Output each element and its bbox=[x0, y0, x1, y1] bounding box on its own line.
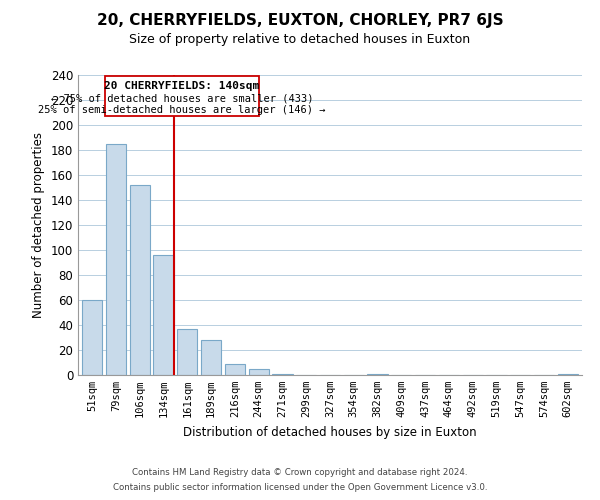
Text: ← 75% of detached houses are smaller (433): ← 75% of detached houses are smaller (43… bbox=[51, 94, 313, 104]
Bar bbox=[130, 185, 150, 375]
Text: 20, CHERRYFIELDS, EUXTON, CHORLEY, PR7 6JS: 20, CHERRYFIELDS, EUXTON, CHORLEY, PR7 6… bbox=[97, 12, 503, 28]
Text: Contains public sector information licensed under the Open Government Licence v3: Contains public sector information licen… bbox=[113, 483, 487, 492]
FancyBboxPatch shape bbox=[106, 76, 259, 116]
Bar bbox=[106, 144, 126, 375]
Bar bbox=[367, 374, 388, 375]
Bar bbox=[272, 374, 293, 375]
Bar bbox=[82, 300, 103, 375]
X-axis label: Distribution of detached houses by size in Euxton: Distribution of detached houses by size … bbox=[183, 426, 477, 438]
Bar bbox=[201, 340, 221, 375]
Bar bbox=[177, 329, 197, 375]
Text: 25% of semi-detached houses are larger (146) →: 25% of semi-detached houses are larger (… bbox=[38, 105, 326, 115]
Text: Size of property relative to detached houses in Euxton: Size of property relative to detached ho… bbox=[130, 32, 470, 46]
Bar bbox=[557, 374, 578, 375]
Y-axis label: Number of detached properties: Number of detached properties bbox=[32, 132, 45, 318]
Text: Contains HM Land Registry data © Crown copyright and database right 2024.: Contains HM Land Registry data © Crown c… bbox=[132, 468, 468, 477]
Bar bbox=[225, 364, 245, 375]
Bar bbox=[248, 369, 269, 375]
Bar bbox=[154, 255, 173, 375]
Text: 20 CHERRYFIELDS: 140sqm: 20 CHERRYFIELDS: 140sqm bbox=[104, 81, 260, 91]
